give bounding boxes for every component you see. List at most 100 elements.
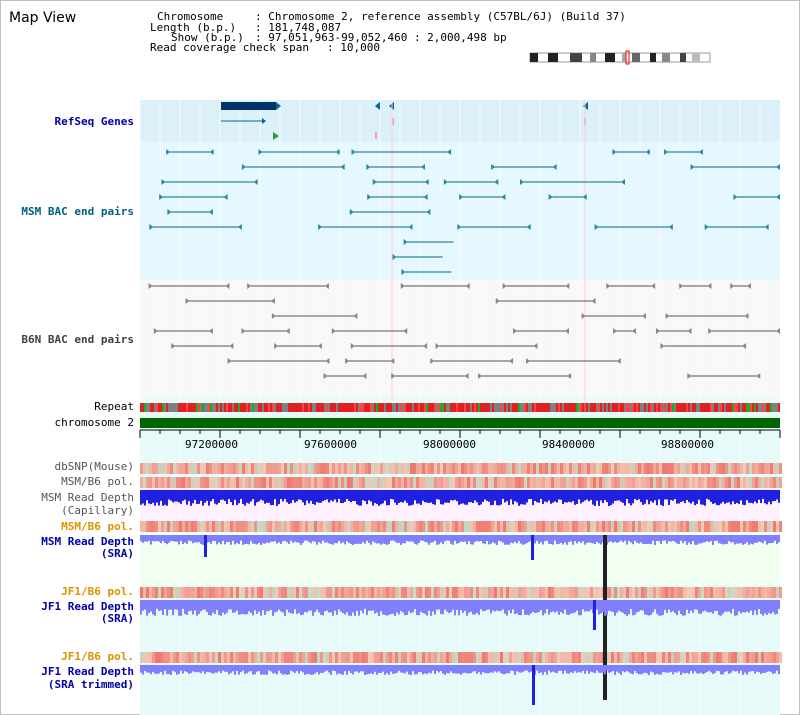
bac-end-marker[interactable]	[690, 164, 695, 170]
bac-end-marker[interactable]	[159, 194, 164, 200]
refseq-gene-arrow[interactable]	[375, 102, 380, 110]
bac-end-marker[interactable]	[620, 179, 625, 185]
refseq-gene-arrow[interactable]	[273, 132, 279, 140]
track-label-refseq-genes[interactable]: RefSeq Genes	[54, 115, 134, 128]
bac-end-marker[interactable]	[335, 149, 340, 155]
bac-end-marker[interactable]	[271, 313, 276, 319]
bac-end-marker[interactable]	[501, 194, 506, 200]
bac-end-marker[interactable]	[665, 313, 670, 319]
bac-end-marker[interactable]	[552, 164, 557, 170]
bac-end-marker[interactable]	[318, 224, 323, 230]
bac-end-marker[interactable]	[447, 149, 452, 155]
bac-end-marker[interactable]	[664, 149, 669, 155]
bac-end-marker[interactable]	[764, 224, 769, 230]
bac-end-marker[interactable]	[208, 209, 213, 215]
refseq-gene-arrow[interactable]	[262, 118, 266, 124]
bac-end-marker[interactable]	[400, 283, 405, 289]
bac-end-marker[interactable]	[317, 343, 322, 349]
bac-end-marker[interactable]	[581, 313, 586, 319]
bac-end-marker[interactable]	[513, 328, 518, 334]
track-label-msm-bac[interactable]: MSM BAC end pairs	[21, 205, 134, 218]
track-label-jf1-b6-pol[interactable]: JF1/B6 pol.	[61, 585, 134, 598]
bac-end-marker[interactable]	[403, 239, 408, 245]
bac-end-marker[interactable]	[443, 179, 448, 185]
bac-end-marker[interactable]	[149, 224, 154, 230]
bac-end-marker[interactable]	[613, 328, 618, 334]
bac-end-marker[interactable]	[324, 283, 329, 289]
msm-sra-depth-bar-spike[interactable]	[531, 535, 534, 560]
msm-sra-depth-bar-spike[interactable]	[603, 535, 607, 700]
bac-end-marker[interactable]	[430, 358, 435, 364]
bac-end-marker[interactable]	[325, 358, 330, 364]
bac-end-marker[interactable]	[457, 224, 462, 230]
bac-end-marker[interactable]	[227, 358, 232, 364]
track-label-jf1-read-trimmed[interactable]: JF1 Read Depth	[41, 665, 134, 678]
refseq-gene-arrow[interactable]	[276, 102, 281, 110]
jf1-trimmed-depth-bar-spike[interactable]	[532, 665, 535, 705]
bac-end-marker[interactable]	[606, 283, 611, 289]
bac-end-marker[interactable]	[223, 194, 228, 200]
bac-end-marker[interactable]	[285, 328, 290, 334]
bac-end-marker[interactable]	[423, 343, 428, 349]
bac-end-marker[interactable]	[698, 149, 703, 155]
bac-end-marker[interactable]	[366, 164, 371, 170]
bac-end-marker[interactable]	[171, 343, 176, 349]
bac-end-marker[interactable]	[465, 283, 470, 289]
bac-end-marker[interactable]	[426, 209, 431, 215]
bac-end-marker[interactable]	[391, 373, 396, 379]
bac-end-marker[interactable]	[533, 343, 538, 349]
track-label-msm-read-sra[interactable]: MSM Read Depth	[41, 535, 134, 548]
bac-end-marker[interactable]	[526, 358, 531, 364]
track-label-msm-b6-pol[interactable]: MSM/B6 pol.	[61, 475, 134, 488]
bac-end-marker[interactable]	[241, 328, 246, 334]
refseq-gene-marker[interactable]	[375, 132, 377, 139]
bac-end-marker[interactable]	[730, 283, 735, 289]
bac-end-marker[interactable]	[566, 373, 571, 379]
bac-end-marker[interactable]	[229, 343, 234, 349]
bac-end-marker[interactable]	[565, 283, 570, 289]
bac-end-marker[interactable]	[247, 283, 252, 289]
bac-end-marker[interactable]	[345, 358, 350, 364]
bac-end-marker[interactable]	[401, 269, 406, 275]
bac-end-marker[interactable]	[362, 373, 367, 379]
bac-end-marker[interactable]	[707, 283, 712, 289]
bac-end-marker[interactable]	[641, 313, 646, 319]
bac-end-marker[interactable]	[478, 373, 483, 379]
bac-end-marker[interactable]	[746, 283, 751, 289]
bac-end-marker[interactable]	[679, 283, 684, 289]
bac-end-marker[interactable]	[208, 328, 213, 334]
bac-end-marker[interactable]	[424, 179, 429, 185]
bac-end-marker[interactable]	[408, 224, 413, 230]
bac-end-marker[interactable]	[148, 283, 153, 289]
bac-end-marker[interactable]	[742, 343, 747, 349]
bac-end-marker[interactable]	[548, 194, 553, 200]
bac-end-marker[interactable]	[241, 164, 246, 170]
bac-end-marker[interactable]	[161, 179, 166, 185]
bac-end-marker[interactable]	[209, 149, 214, 155]
bac-end-marker[interactable]	[258, 149, 263, 155]
bac-end-marker[interactable]	[756, 373, 761, 379]
track-label-msm-b6-pol-2[interactable]: MSM/B6 pol.	[61, 520, 134, 533]
bac-end-marker[interactable]	[253, 179, 258, 185]
refseq-gene[interactable]	[221, 102, 276, 110]
bac-end-marker[interactable]	[645, 149, 650, 155]
bac-end-marker[interactable]	[616, 358, 621, 364]
bac-end-marker[interactable]	[704, 224, 709, 230]
bac-end-marker[interactable]	[708, 328, 713, 334]
bac-end-marker[interactable]	[612, 149, 617, 155]
bac-end-marker[interactable]	[582, 194, 587, 200]
track-label-b6n-bac[interactable]: B6N BAC end pairs	[21, 333, 134, 346]
bac-end-marker[interactable]	[153, 328, 158, 334]
bac-end-marker[interactable]	[367, 194, 372, 200]
bac-end-marker[interactable]	[565, 328, 570, 334]
bac-end-marker[interactable]	[423, 194, 428, 200]
bac-end-marker[interactable]	[350, 343, 355, 349]
bac-end-marker[interactable]	[495, 298, 500, 304]
bac-end-marker[interactable]	[420, 164, 425, 170]
bac-end-marker[interactable]	[491, 164, 496, 170]
bac-end-marker[interactable]	[353, 313, 358, 319]
bac-end-marker[interactable]	[776, 194, 780, 200]
msm-sra-depth-bar-spike[interactable]	[204, 535, 207, 557]
jf1-sra-depth-bar-spike[interactable]	[593, 600, 596, 630]
